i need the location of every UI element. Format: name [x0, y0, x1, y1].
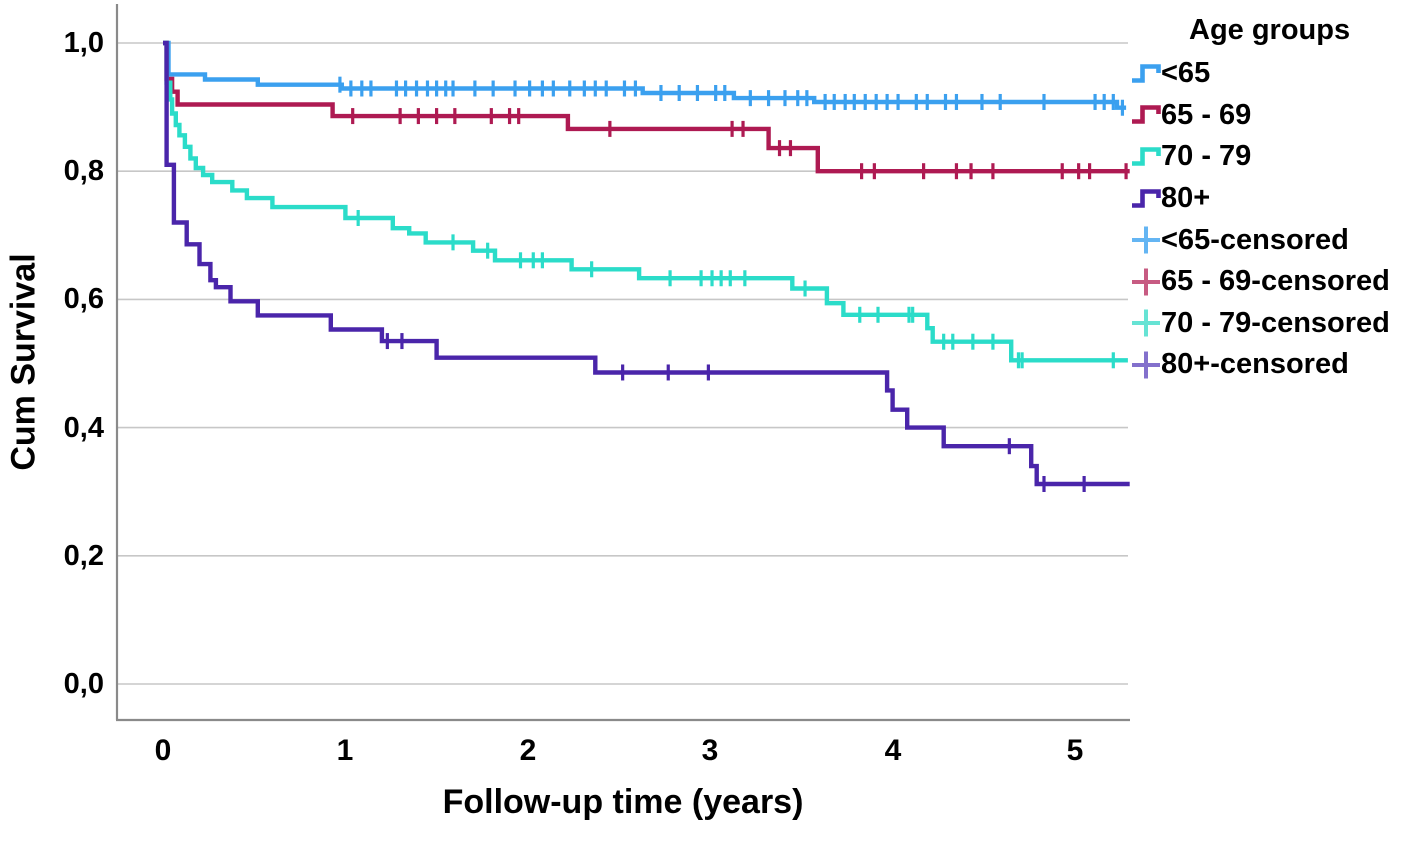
legend-item-label: <65	[1161, 57, 1211, 90]
km-curve-70-79	[163, 40, 1128, 363]
x-axis-tick-label: 5	[1066, 734, 1084, 767]
x-axis-title: Follow-up time (years)	[442, 783, 804, 821]
legend-item-label: 80+-censored	[1161, 348, 1349, 381]
legend-item-label: 65 - 69	[1161, 98, 1252, 131]
legend-item: <65	[1131, 53, 1390, 95]
y-axis-title: Cum Survival	[4, 253, 43, 471]
y-axis-tick-label: 1,0	[63, 27, 104, 59]
y-axis-tick-label: 0,8	[63, 155, 104, 187]
legend-line-swatch-icon	[1132, 63, 1161, 83]
km-curve-65-69	[163, 40, 1130, 174]
legend-item-label: 65 - 69-censored	[1161, 265, 1390, 298]
legend-censor-plus-icon	[1132, 351, 1160, 379]
legend-line-swatch-icon	[1132, 105, 1161, 125]
y-axis-tick-label: 0,2	[63, 540, 104, 572]
legend-line-swatch-icon	[1132, 147, 1161, 166]
legend-item: 65 - 69-censored	[1131, 261, 1390, 303]
legend-censor-plus-icon	[1132, 226, 1160, 254]
legend-item: <65-censored	[1131, 219, 1390, 261]
y-axis-tick-label: 0,4	[63, 412, 104, 444]
legend-item-label: 70 - 79	[1161, 140, 1252, 173]
legend-censor-plus-icon	[1132, 309, 1160, 337]
legend-title: Age groups	[1189, 14, 1351, 46]
legend-item-label: 70 - 79-censored	[1161, 306, 1390, 339]
x-axis-tick-label: 1	[336, 734, 354, 767]
legend-item: 65 - 69	[1131, 95, 1390, 137]
x-axis-tick-label: 0	[154, 734, 172, 767]
legend-item: 80+-censored	[1131, 344, 1390, 386]
x-axis-tick-label: 3	[701, 734, 719, 767]
x-axis-tick-label: 2	[519, 734, 537, 767]
legend-item-label: 80+	[1161, 182, 1211, 215]
km-curve-80plus	[163, 40, 1130, 487]
y-axis-tick-label: 0,0	[63, 668, 104, 700]
legend-item: 70 - 79-censored	[1131, 303, 1390, 345]
legend-item: 80+	[1131, 178, 1390, 220]
x-axis-tick-label: 4	[884, 734, 902, 767]
legend-item: 70 - 79	[1131, 136, 1390, 178]
y-axis-tick-label: 0,6	[63, 283, 104, 315]
legend-line-swatch-icon	[1132, 188, 1161, 208]
legend-censor-plus-icon	[1132, 268, 1160, 296]
legend-item-label: <65-censored	[1161, 223, 1349, 256]
legend: Age groups <65 65 - 69 70 - 79 80+ <65-c…	[1131, 14, 1390, 386]
